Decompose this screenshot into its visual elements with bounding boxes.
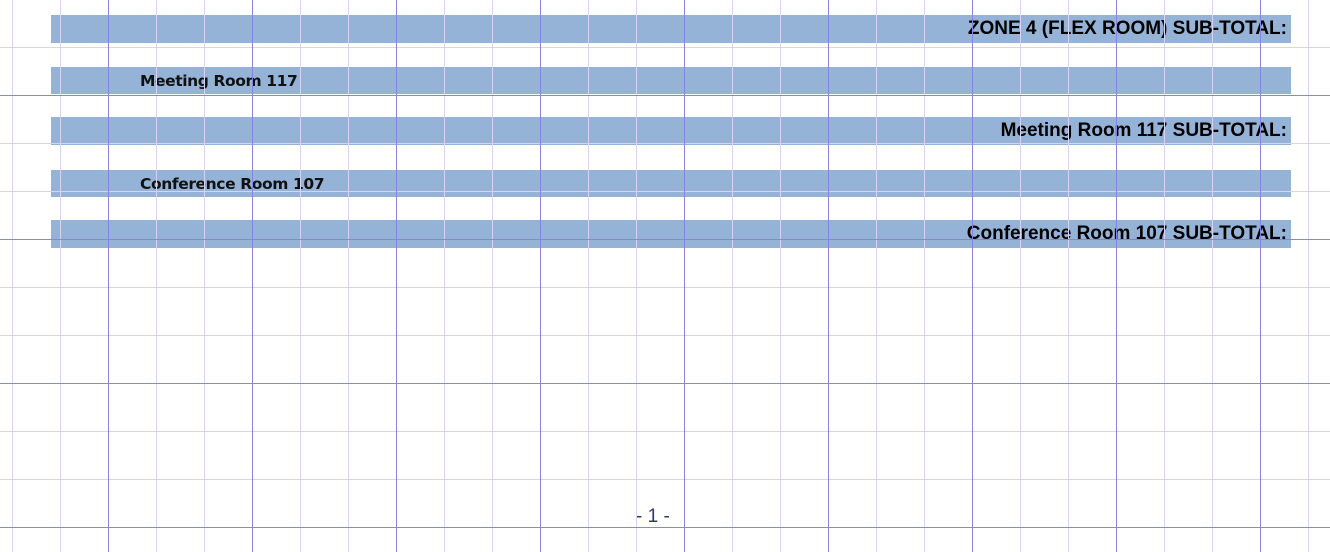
- zone-subtotal-label: ZONE 4 (FLEX ROOM) SUB-TOTAL:: [967, 18, 1287, 39]
- group-header-label: Conference Room 107: [140, 174, 325, 193]
- group-subtotal-band[interactable]: Meeting Room 117 SUB-TOTAL:: [51, 117, 1291, 145]
- group-header-band[interactable]: Conference Room 107: [51, 170, 1291, 197]
- zone-subtotal-band[interactable]: ZONE 4 (FLEX ROOM) SUB-TOTAL:: [51, 15, 1291, 43]
- group-subtotal-band[interactable]: Conference Room 107 SUB-TOTAL:: [51, 220, 1291, 248]
- group-subtotal-label: Meeting Room 117 SUB-TOTAL:: [1000, 120, 1287, 141]
- group-subtotal-label: Conference Room 107 SUB-TOTAL:: [966, 223, 1287, 244]
- page-number: - 1 -: [636, 506, 670, 527]
- group-header-label: Meeting Room 117: [140, 71, 298, 90]
- group-header-band[interactable]: Meeting Room 117: [51, 67, 1291, 94]
